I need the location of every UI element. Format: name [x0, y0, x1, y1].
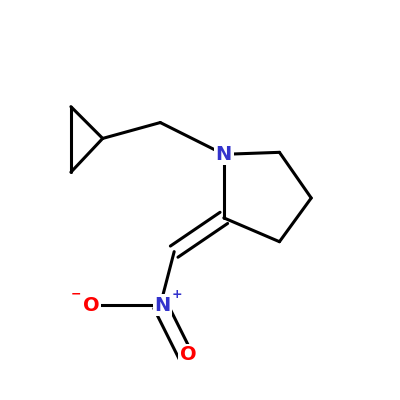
Text: O: O: [180, 346, 196, 364]
Text: N: N: [216, 145, 232, 164]
Text: +: +: [172, 288, 182, 301]
Text: N: N: [154, 296, 170, 315]
Text: O: O: [83, 296, 100, 315]
Text: −: −: [70, 288, 81, 301]
